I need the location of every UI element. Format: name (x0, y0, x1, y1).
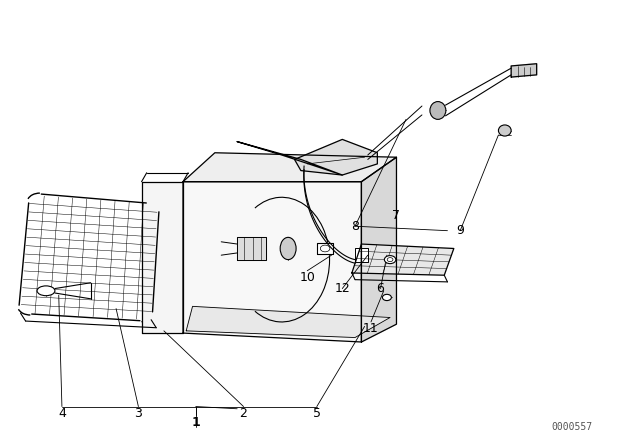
Ellipse shape (280, 237, 296, 260)
Text: 11: 11 (363, 322, 379, 335)
Polygon shape (362, 157, 396, 342)
Polygon shape (511, 64, 537, 77)
Ellipse shape (383, 294, 392, 301)
Text: 10: 10 (300, 271, 315, 284)
Ellipse shape (385, 256, 396, 263)
Polygon shape (237, 142, 342, 175)
Polygon shape (237, 237, 266, 260)
Text: 4: 4 (58, 407, 66, 420)
Text: 5: 5 (313, 407, 321, 420)
Polygon shape (352, 244, 454, 275)
Polygon shape (186, 306, 390, 337)
Text: 6: 6 (376, 282, 385, 295)
Text: 0000557: 0000557 (551, 422, 592, 431)
Polygon shape (294, 139, 378, 175)
Text: 7: 7 (392, 209, 401, 222)
Text: 12: 12 (335, 282, 350, 295)
Ellipse shape (430, 102, 446, 119)
Text: 2: 2 (239, 407, 248, 420)
Polygon shape (355, 249, 368, 262)
Polygon shape (317, 243, 333, 254)
Text: 8: 8 (351, 220, 359, 233)
Text: 1: 1 (191, 416, 200, 429)
Ellipse shape (37, 286, 55, 296)
Polygon shape (141, 182, 183, 333)
Polygon shape (183, 153, 396, 182)
Text: 9: 9 (456, 224, 464, 237)
Ellipse shape (499, 125, 511, 136)
Text: 3: 3 (134, 407, 142, 420)
Polygon shape (183, 182, 362, 342)
